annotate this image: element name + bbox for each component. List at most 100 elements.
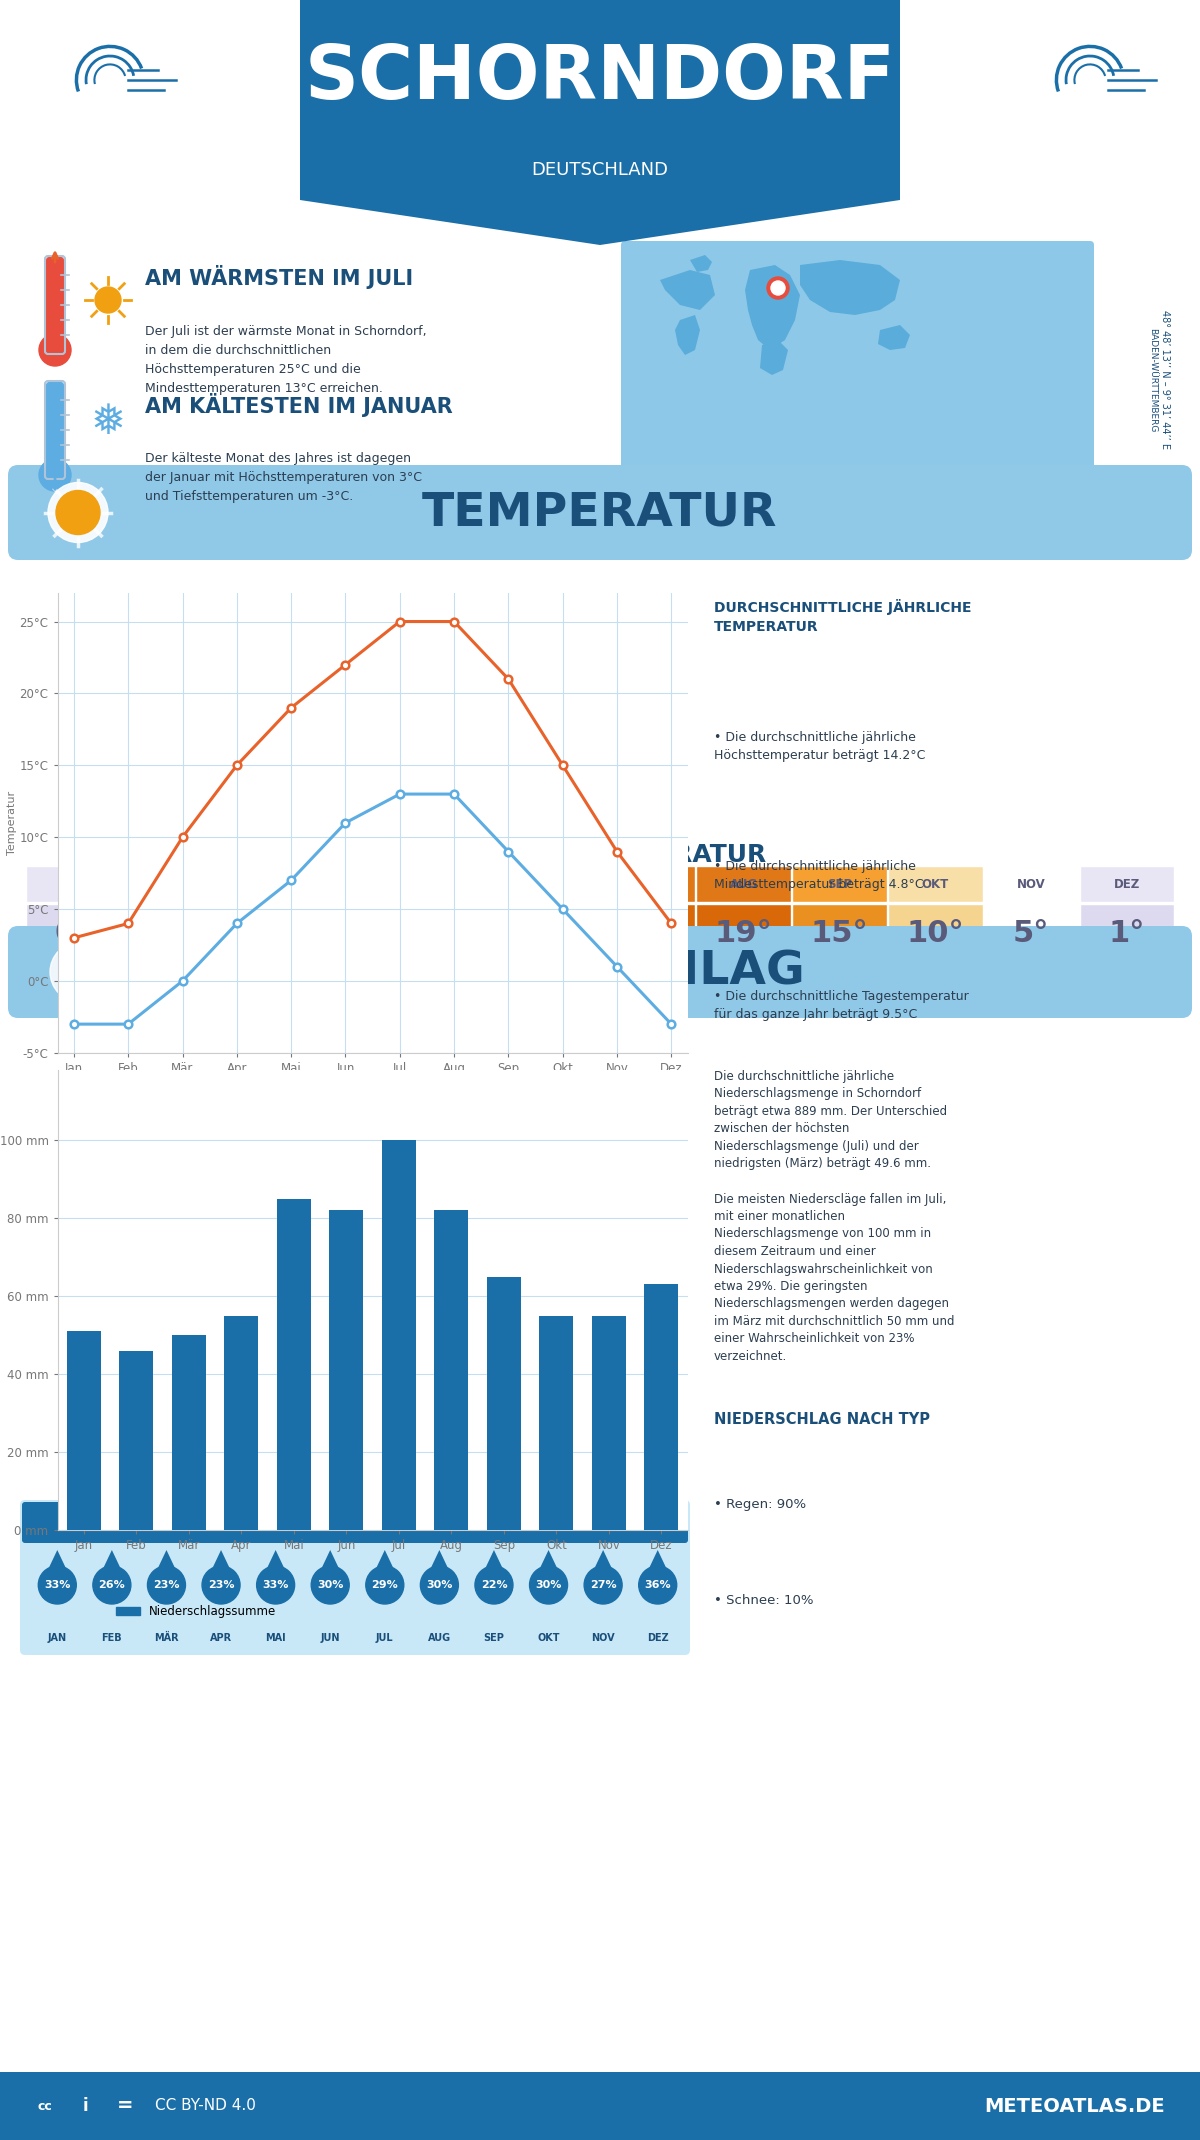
FancyBboxPatch shape [121,903,216,963]
Bar [487,1278,521,1530]
Text: 30%: 30% [535,1579,562,1590]
Bar [592,1316,626,1530]
FancyBboxPatch shape [696,903,791,963]
FancyBboxPatch shape [984,903,1079,963]
Polygon shape [660,270,715,310]
Circle shape [95,287,121,312]
Text: METEOATLAS.DE: METEOATLAS.DE [984,2097,1165,2116]
Text: DEUTSCHLAND: DEUTSCHLAND [532,160,668,180]
Polygon shape [674,315,700,355]
Text: • Die durchschnittliche jährliche
Höchsttemperatur beträgt 14.2°C: • Die durchschnittliche jährliche Höchst… [714,730,925,762]
Circle shape [420,1566,458,1605]
Circle shape [529,1566,568,1605]
Circle shape [48,482,108,544]
FancyBboxPatch shape [888,903,983,963]
FancyBboxPatch shape [217,903,312,963]
Text: FEB: FEB [102,1633,122,1644]
Circle shape [475,1566,512,1605]
Circle shape [638,1566,677,1605]
Bar [172,1335,206,1530]
Circle shape [38,458,71,490]
FancyBboxPatch shape [22,1502,688,1543]
FancyBboxPatch shape [888,867,983,901]
Text: 5°: 5° [246,918,283,948]
Text: 36%: 36% [644,1579,671,1590]
FancyBboxPatch shape [25,903,120,963]
FancyBboxPatch shape [1080,903,1175,963]
Polygon shape [376,1549,394,1569]
Text: DEZ: DEZ [1114,877,1140,890]
Polygon shape [157,1549,175,1569]
Text: APR: APR [210,1633,232,1644]
FancyBboxPatch shape [792,903,887,963]
Polygon shape [540,1549,558,1569]
Text: ❅: ❅ [90,400,126,443]
Text: AM KÄLTESTEN IM JANUAR: AM KÄLTESTEN IM JANUAR [145,394,452,417]
Text: TEMPERATUR: TEMPERATUR [422,490,778,535]
Text: SEP: SEP [827,877,852,890]
Text: FEB: FEB [156,877,181,890]
Text: AUG: AUG [730,877,758,890]
Text: Der Juli ist der wärmste Monat in Schorndorf,
in dem die durchschnittlichen
Höch: Der Juli ist der wärmste Monat in Schorn… [145,325,427,396]
Bar [434,1211,468,1530]
Text: JAN: JAN [61,877,85,890]
Bar [224,1316,258,1530]
Text: APR: APR [347,877,374,890]
Text: TÄGLICHE TEMPERATUR: TÄGLICHE TEMPERATUR [434,843,766,867]
Text: NIEDERSCHLAG NACH TYP: NIEDERSCHLAG NACH TYP [714,1412,930,1427]
Legend: Niederschlagssumme: Niederschlagssumme [112,1601,281,1622]
Text: NOV: NOV [1016,877,1045,890]
Text: CC BY-ND 4.0: CC BY-ND 4.0 [155,2099,256,2114]
Polygon shape [594,1549,612,1569]
Bar [539,1316,574,1530]
Circle shape [202,1566,240,1605]
Polygon shape [103,1549,121,1569]
Text: NOV: NOV [592,1633,614,1644]
Text: • Die durchschnittliche Tagestemperatur
für das ganze Jahr beträgt 9.5°C: • Die durchschnittliche Tagestemperatur … [714,989,968,1021]
Polygon shape [878,325,910,351]
FancyBboxPatch shape [600,903,695,963]
Text: AM WÄRMSTEN IM JULI: AM WÄRMSTEN IM JULI [145,265,413,289]
FancyBboxPatch shape [46,257,64,353]
FancyBboxPatch shape [300,0,900,199]
Text: MÄR: MÄR [250,877,280,890]
Polygon shape [760,340,788,374]
Circle shape [584,1566,622,1605]
Circle shape [257,1566,295,1605]
FancyBboxPatch shape [8,464,1192,561]
Text: 23%: 23% [208,1579,234,1590]
FancyBboxPatch shape [696,867,791,901]
Text: 22%: 22% [481,1579,508,1590]
Polygon shape [745,265,800,351]
Text: Der kälteste Monat des Jahres ist dagegen
der Januar mit Höchsttemperaturen von : Der kälteste Monat des Jahres ist dagege… [145,452,422,503]
Text: 9°: 9° [342,918,379,948]
Text: • Regen: 90%: • Regen: 90% [714,1498,806,1511]
Circle shape [772,280,785,295]
Text: • Schnee: 10%: • Schnee: 10% [714,1594,814,1607]
Text: 26%: 26% [98,1579,125,1590]
FancyBboxPatch shape [792,867,887,901]
Polygon shape [649,1549,667,1569]
Text: OKT: OKT [538,1633,559,1644]
Circle shape [767,276,790,300]
Text: 5°: 5° [1013,918,1050,948]
Polygon shape [322,1549,340,1569]
FancyBboxPatch shape [313,867,408,901]
Text: BADEN-WÜRTTEMBERG: BADEN-WÜRTTEMBERG [1148,327,1158,432]
Text: 19°: 19° [715,918,773,948]
Text: 27%: 27% [590,1579,617,1590]
Text: 19°: 19° [619,918,677,948]
Text: SEP: SEP [484,1633,504,1644]
Text: 30%: 30% [426,1579,452,1590]
Circle shape [366,1566,403,1605]
FancyBboxPatch shape [984,867,1079,901]
Text: 23%: 23% [154,1579,180,1590]
Text: SCHORNDORF: SCHORNDORF [305,41,895,116]
FancyBboxPatch shape [622,242,1094,505]
Text: ☂: ☂ [58,948,102,995]
Bar [67,1331,101,1530]
Text: • Die durchschnittliche jährliche
Mindesttemperatur beträgt 4.8°C: • Die durchschnittliche jährliche Mindes… [714,860,924,890]
Text: JAN: JAN [48,1633,67,1644]
Bar [644,1284,678,1530]
Polygon shape [485,1549,503,1569]
